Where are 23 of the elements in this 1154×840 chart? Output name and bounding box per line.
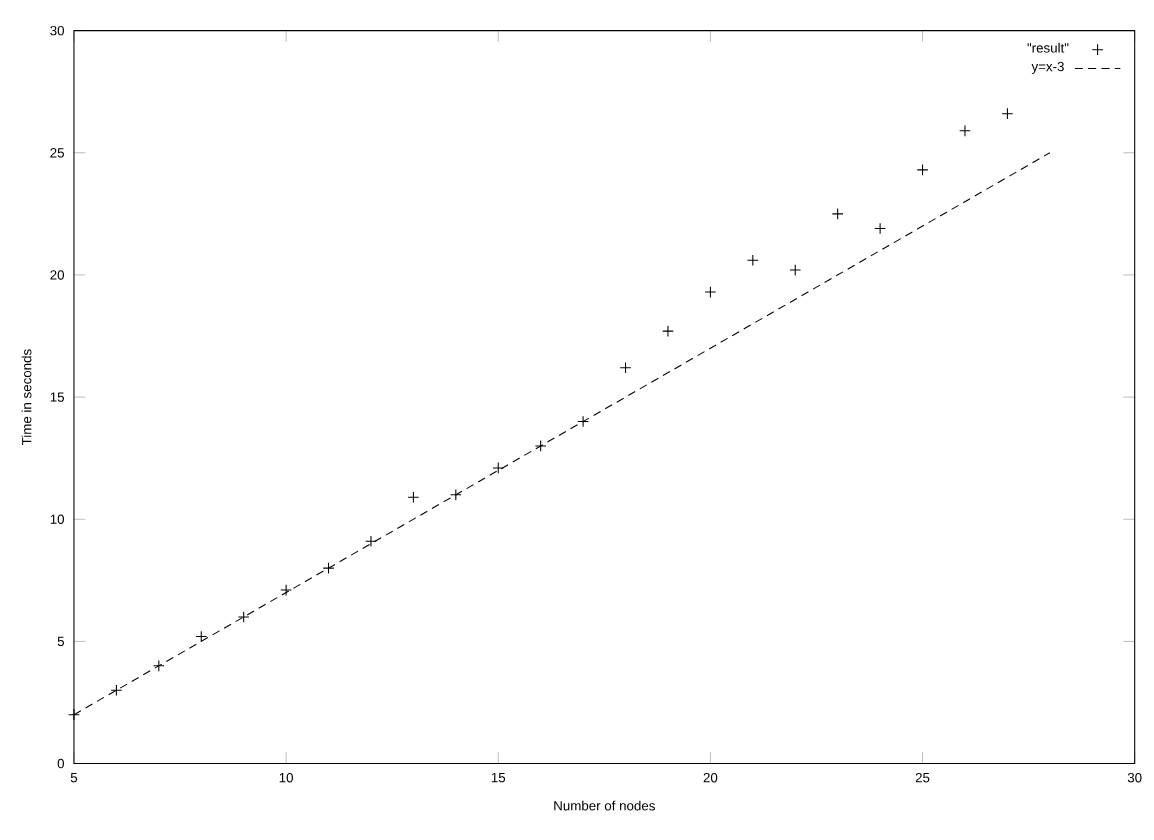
point xyxy=(746,254,759,267)
point xyxy=(831,208,844,220)
point xyxy=(492,462,505,475)
point xyxy=(195,630,208,643)
point xyxy=(365,535,377,548)
point xyxy=(534,440,547,453)
point xyxy=(152,660,165,672)
point xyxy=(68,709,80,721)
point xyxy=(704,286,717,299)
point xyxy=(1001,108,1014,120)
point xyxy=(449,489,462,501)
point xyxy=(874,222,886,235)
point xyxy=(959,125,971,137)
point xyxy=(322,562,335,575)
point xyxy=(619,362,632,374)
point xyxy=(662,325,674,338)
point xyxy=(237,611,250,624)
point xyxy=(577,415,589,428)
point xyxy=(280,584,292,597)
point xyxy=(110,684,123,697)
point xyxy=(789,264,802,277)
point xyxy=(407,491,420,504)
point xyxy=(916,164,929,177)
